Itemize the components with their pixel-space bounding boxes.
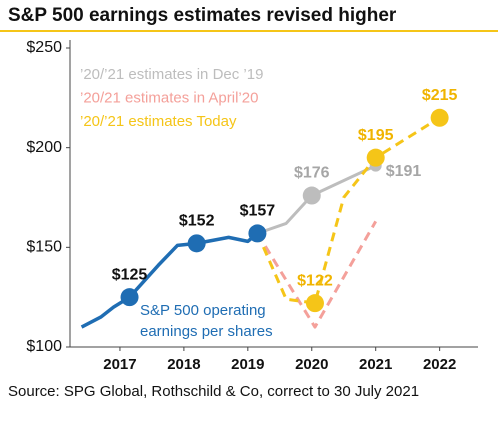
x-tick-label: 2021 — [359, 356, 392, 373]
point-marker — [187, 234, 206, 253]
series-line — [256, 164, 377, 235]
value-label: $191 — [386, 163, 422, 180]
value-label: $215 — [422, 87, 458, 104]
point-marker — [430, 108, 449, 127]
chart-title: S&P 500 earnings estimates revised highe… — [8, 5, 397, 26]
point-marker — [305, 294, 324, 313]
y-tick-label: $200 — [26, 139, 62, 156]
y-tick-label: $100 — [26, 338, 62, 355]
value-label: $125 — [112, 266, 148, 283]
legend-entry: ’20/’21 estimates Today — [80, 113, 237, 130]
value-label: $157 — [240, 203, 276, 220]
point-marker — [366, 148, 385, 167]
legend-entry: ’20/’21 estimates in Dec ’19 — [80, 66, 263, 83]
value-label: $195 — [358, 127, 394, 144]
x-tick-label: 2022 — [423, 356, 456, 373]
series-line — [256, 116, 441, 305]
legend-entry: ’20/21 estimates in April’20 — [80, 89, 258, 106]
y-tick-label: $150 — [26, 239, 62, 256]
series-line — [80, 232, 259, 329]
point-marker — [120, 288, 139, 307]
point-marker — [248, 224, 267, 243]
x-tick-label: 2018 — [167, 356, 200, 373]
series-annotation: S&P 500 operating earnings per shares — [140, 302, 273, 340]
value-label: $176 — [294, 165, 330, 182]
point-marker — [302, 186, 321, 205]
series-line — [256, 220, 378, 329]
x-tick-label: 2020 — [295, 356, 328, 373]
x-tick-label: 2019 — [231, 356, 264, 373]
value-label: $122 — [297, 272, 333, 289]
value-label: $152 — [179, 213, 215, 230]
x-tick-label: 2017 — [103, 356, 136, 373]
y-tick-label: $250 — [26, 39, 62, 56]
source: Source: SPG Global, Rothschild & Co, cor… — [8, 383, 419, 400]
